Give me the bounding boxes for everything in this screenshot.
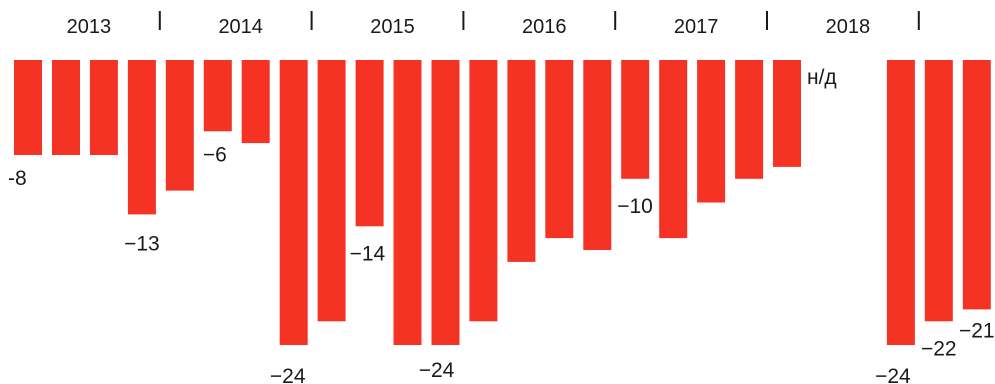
value-labels: -8 −13 −6 −24 −14 −24 −10 −24 −22−21 н/д [8,66,995,384]
bar-0 [14,60,42,155]
year-label-2015: 2015 [370,16,415,38]
value-label-3: −13 [124,232,160,255]
bar-24 [924,60,953,322]
year-label-2017: 2017 [674,16,719,38]
bar-9 [355,60,384,227]
bar-3 [127,60,156,215]
value-label-24: −22 [921,337,957,360]
value-label-5: −6 [203,143,227,166]
value-label-16: −10 [617,195,653,218]
bar-20 [773,60,801,167]
value-label-0: -8 [8,167,27,190]
bar-11 [431,60,460,345]
bar-10 [393,60,422,345]
year-axis: 2013 2014 2015 2016 2017 2018 [67,11,920,38]
bar-16 [621,60,650,179]
value-label-23: −24 [875,365,911,384]
bar-14 [545,60,574,239]
bar-12 [469,60,498,322]
bar-25 [962,60,991,310]
year-label-2013: 2013 [67,16,112,38]
bar-23 [886,60,915,345]
bar-15 [583,60,612,250]
bar-series [14,60,991,345]
bar-13 [507,60,536,262]
bar-8 [317,60,346,322]
year-label-2014: 2014 [218,16,263,38]
value-label-11: −24 [419,359,455,382]
bar-1 [52,60,80,155]
bar-18 [697,60,726,203]
bar-17 [659,60,688,239]
bar-7 [279,60,308,345]
year-label-2016: 2016 [522,16,567,38]
value-label-25: −21 [959,319,995,342]
bar-19 [735,60,764,179]
bar-6 [241,60,270,144]
bar-5 [203,60,232,132]
bar-2 [89,60,118,155]
year-label-2018: 2018 [826,16,871,38]
value-label-7: −24 [270,365,306,384]
value-label-9: −14 [350,242,386,265]
bar-4 [165,60,194,191]
no-data-label: н/д [807,66,837,89]
